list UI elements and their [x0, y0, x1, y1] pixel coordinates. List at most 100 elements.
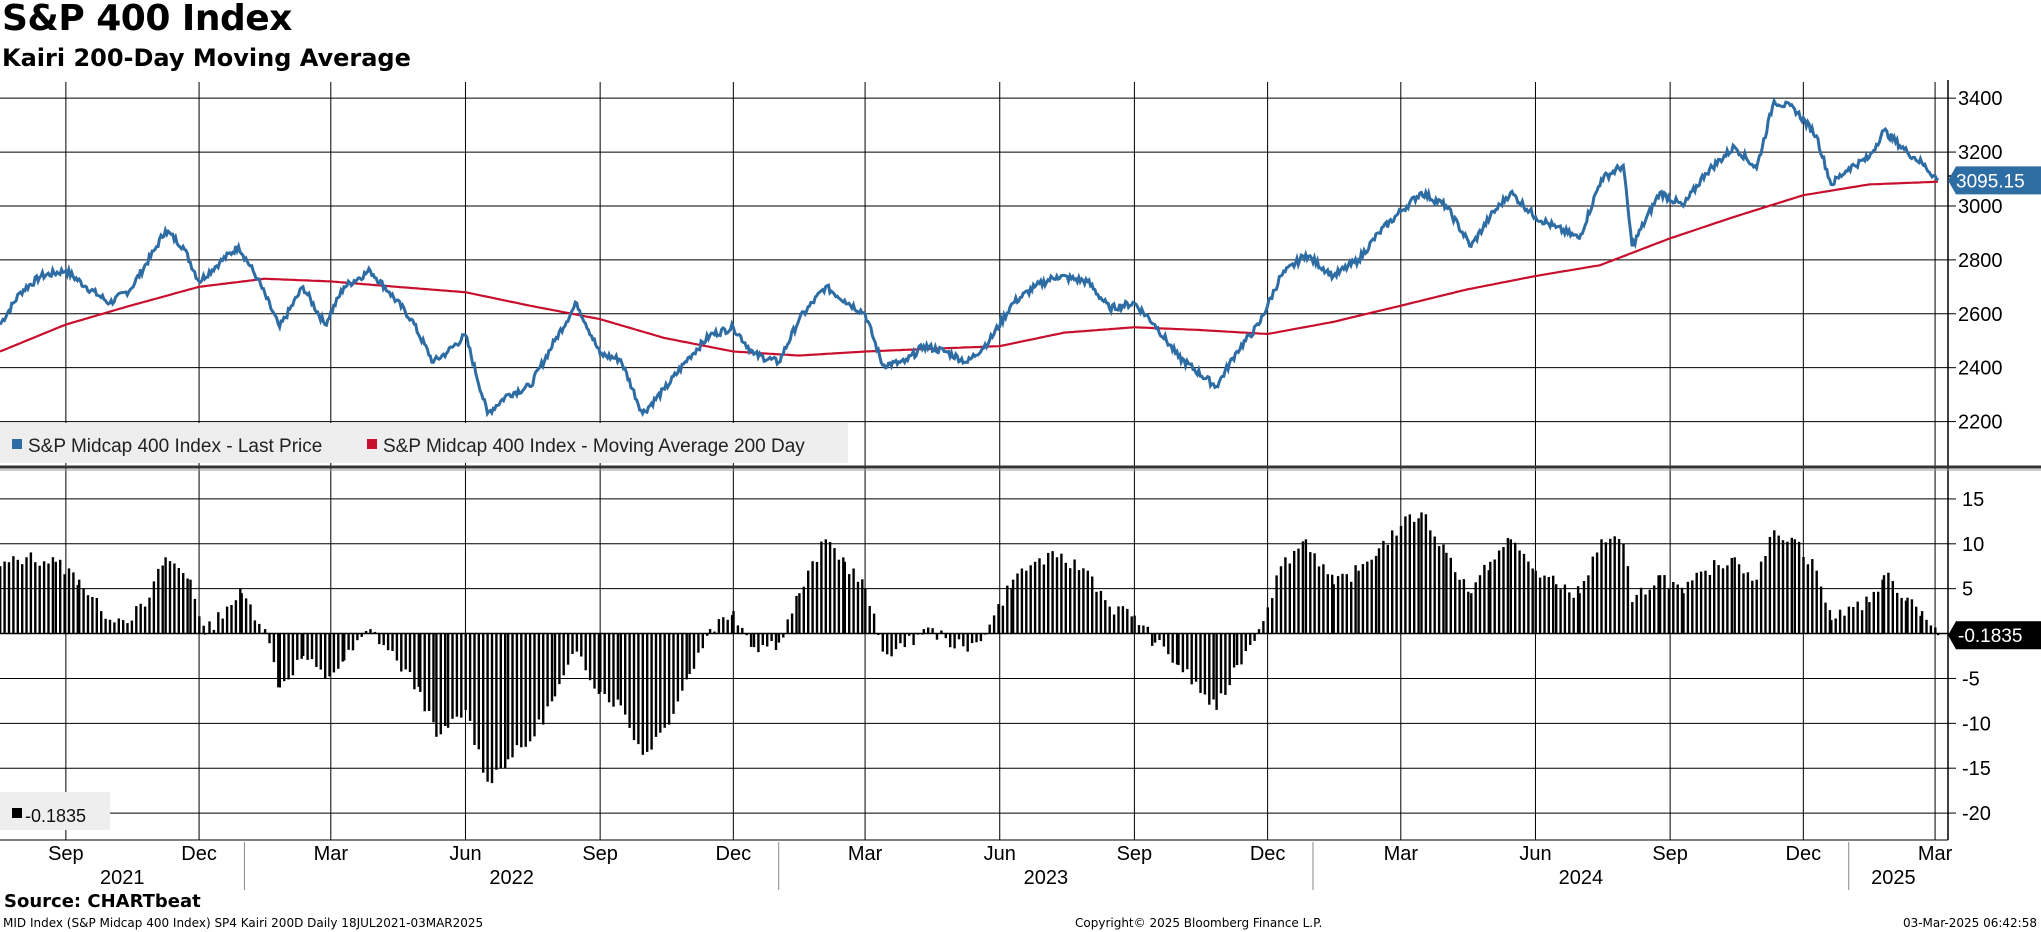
kairi-bar — [1212, 633, 1215, 700]
kairi-bar — [524, 633, 527, 747]
kairi-bar — [1929, 625, 1933, 634]
kairi-bar — [278, 633, 281, 688]
kairi-bar — [861, 579, 864, 634]
kairi-bar — [1029, 565, 1032, 634]
kairi-bar — [1737, 564, 1741, 634]
kairi-bar — [1811, 559, 1814, 634]
kairi-bar — [1547, 577, 1550, 634]
kairi-bar — [1257, 629, 1261, 634]
kairi-bar — [843, 561, 846, 634]
kairi-bar — [1856, 601, 1859, 634]
y-tick-label: 5 — [1962, 579, 1973, 601]
kairi-bar — [966, 633, 969, 652]
kairi-bar — [444, 633, 447, 726]
kairi-bar — [732, 611, 735, 634]
kairi-bar — [1797, 541, 1801, 634]
kairi-bar — [230, 605, 233, 634]
kairi-bar — [91, 597, 94, 634]
kairi-bar — [1764, 556, 1767, 634]
kairi-bar — [1639, 587, 1643, 634]
kairi-bar — [1493, 559, 1496, 634]
kairi-bar — [1644, 594, 1647, 634]
kairi-bar — [949, 633, 952, 648]
kairi-bar — [1086, 570, 1089, 634]
kairi-bar — [1872, 591, 1875, 634]
kairi-bar — [113, 622, 116, 634]
kairi-bar — [927, 627, 930, 634]
kairi-bar — [341, 633, 344, 662]
x-month-label: Jun — [1519, 843, 1551, 865]
kairi-bar — [108, 619, 112, 634]
kairi-last-value-text: -0.1835 — [1958, 626, 2022, 647]
x-month-label: Dec — [716, 843, 752, 865]
kairi-bar — [1595, 552, 1599, 634]
kairi-bar — [717, 619, 721, 634]
kairi-bar — [713, 631, 716, 634]
kairi-bar — [632, 633, 636, 741]
price-last-value-label: 3095.15 — [1948, 166, 2041, 195]
kairi-bar — [761, 633, 764, 645]
kairi-bar — [1091, 576, 1094, 634]
kairi-bar — [970, 633, 974, 644]
kairi-bar — [1232, 633, 1236, 668]
kairi-bar — [1417, 518, 1420, 634]
kairi-bar — [1881, 579, 1884, 634]
kairi-bar — [1158, 633, 1161, 640]
kairi-bar — [736, 625, 740, 634]
kairi-bar — [641, 633, 644, 755]
kairi-bar — [1055, 557, 1059, 634]
kairi-bar — [528, 633, 532, 742]
kairi-bar — [244, 598, 248, 634]
kairi-bar — [1904, 600, 1908, 634]
kairi-bar — [992, 615, 996, 634]
kairi-bar — [1203, 633, 1207, 695]
kairi-bar — [1915, 606, 1918, 634]
kairi-bar — [419, 633, 422, 692]
footer-timestamp: 03-Mar-2025 06:42:58 — [1902, 916, 2037, 930]
kairi-bar — [296, 633, 299, 660]
y-tick-label: 2800 — [1958, 250, 2003, 272]
kairi-bar — [1249, 633, 1252, 645]
kairi-bar — [1663, 575, 1666, 634]
kairi-bar — [566, 633, 570, 665]
kairi-bar — [1345, 574, 1348, 634]
kairi-bar — [881, 633, 884, 652]
kairi-bar — [1038, 558, 1041, 634]
kairi-bar — [997, 604, 1000, 634]
kairi-bar — [253, 620, 257, 634]
y-tick-label: 2400 — [1958, 358, 2003, 380]
kairi-bar — [790, 613, 794, 634]
kairi-bar — [1838, 609, 1842, 634]
kairi-bar — [864, 588, 867, 634]
kairi-bar — [272, 633, 276, 663]
kairi-bar — [1658, 575, 1662, 634]
kairi-bar — [1591, 556, 1594, 634]
kairi-bar — [1563, 584, 1567, 634]
kairi-bar — [104, 618, 107, 634]
x-year-label: 2024 — [1559, 867, 1604, 889]
kairi-bar — [378, 633, 381, 645]
kairi-bar — [1060, 553, 1063, 634]
kairi-bar — [1395, 535, 1398, 634]
kairi-bar — [1354, 565, 1357, 634]
kairi-bar — [1177, 633, 1180, 665]
kairi-bar — [1648, 589, 1651, 634]
x-year-label: 2023 — [1024, 867, 1069, 889]
kairi-bar — [1420, 512, 1423, 634]
kairi-bar — [460, 633, 463, 718]
kairi-bar — [208, 621, 211, 634]
x-year-label: 2022 — [489, 867, 534, 889]
kairi-bar — [315, 633, 318, 667]
kairi-bar — [1404, 516, 1407, 634]
kairi-bar — [240, 593, 243, 634]
kairi-bar — [300, 633, 303, 659]
kairi-bar — [1262, 621, 1265, 634]
kairi-bar — [1877, 591, 1880, 634]
kairi-bar — [16, 559, 19, 634]
kairi-bar — [1288, 563, 1291, 634]
kairi-bar — [628, 633, 631, 728]
y-tick-label: -10 — [1962, 713, 1991, 735]
kairi-bar — [1626, 566, 1630, 634]
kairi-bar — [1051, 551, 1054, 634]
kairi-bar — [490, 633, 494, 784]
